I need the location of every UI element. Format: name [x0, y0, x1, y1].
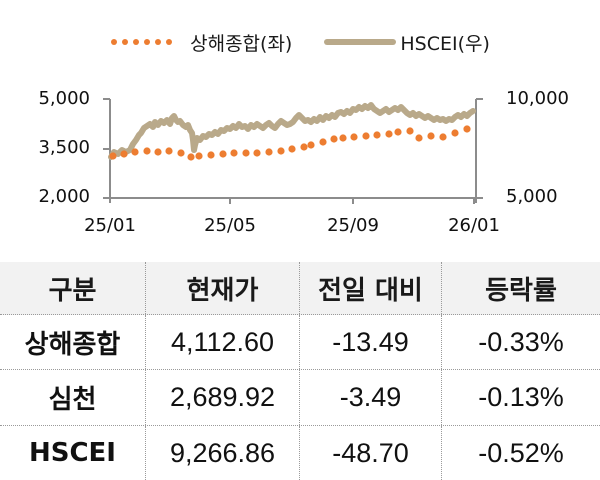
- x-axis-tick-label: 25/05: [204, 215, 256, 236]
- left-axis-tick-label: 2,000: [38, 186, 90, 207]
- index-name-cell: 상해종합: [0, 315, 146, 369]
- change-rate-cell: -0.13%: [478, 382, 564, 412]
- change-rate-cell: -0.52%: [478, 437, 564, 468]
- change-cell: -13.49: [300, 315, 442, 369]
- index-name-cell: HSCEI: [0, 426, 146, 480]
- column-header-category: 구분: [0, 262, 146, 314]
- price-cell: 9,266.86: [146, 426, 300, 480]
- x-axis-tick-label: 26/01: [448, 215, 500, 236]
- table-header-row: 구분 현재가 전일 대비 등락률: [0, 262, 600, 315]
- price-cell: 2,689.92: [146, 370, 300, 425]
- legend-label-shanghai: 상해종합(좌): [190, 32, 293, 55]
- x-axis-tick-label: 25/09: [327, 215, 379, 236]
- index-name-cell: 심천: [0, 370, 146, 425]
- legend-item-shanghai: 상해종합(좌): [110, 29, 292, 56]
- market-summary-table: 구분 현재가 전일 대비 등락률 상해종합 4,112.60 -13.49 -0…: [0, 262, 600, 480]
- x-axis-tick-label: 25/01: [84, 215, 136, 236]
- left-axis-tick-label: 5,000: [38, 88, 90, 109]
- hscei-series-line: [108, 102, 476, 160]
- table-row: 상해종합 4,112.60 -13.49 -0.33%: [0, 315, 600, 370]
- shanghai-series-dots: [109, 125, 471, 161]
- change-rate-cell: -0.33%: [478, 326, 564, 357]
- table-row: 심천 2,689.92 -3.49 -0.13%: [0, 370, 600, 426]
- column-header-change: 전일 대비: [300, 262, 442, 314]
- chart-legend: 상해종합(좌) HSCEI(우): [0, 27, 600, 57]
- table-row: HSCEI 9,266.86 -48.70 -0.52%: [0, 426, 600, 480]
- solid-line-swatch-icon: [324, 39, 397, 45]
- legend-label-hscei: HSCEI(우): [400, 32, 490, 55]
- left-axis-tick-label: 3,500: [38, 137, 90, 158]
- right-axis-tick-label: 10,000: [506, 88, 569, 109]
- plot-area: [103, 98, 483, 204]
- line-chart: 5,000 3,500 2,000 10,000 5,000 25/01 25/…: [0, 80, 600, 250]
- right-axis-tick-label: 5,000: [506, 186, 558, 207]
- legend-item-hscei: HSCEI(우): [324, 29, 490, 56]
- axes: [103, 98, 483, 204]
- column-header-change-rate: 등락률: [485, 275, 557, 306]
- dotted-line-swatch-icon: [111, 39, 173, 45]
- change-cell: -3.49: [300, 370, 442, 425]
- column-header-price: 현재가: [146, 262, 300, 314]
- change-cell: -48.70: [300, 426, 442, 480]
- price-cell: 4,112.60: [146, 315, 300, 369]
